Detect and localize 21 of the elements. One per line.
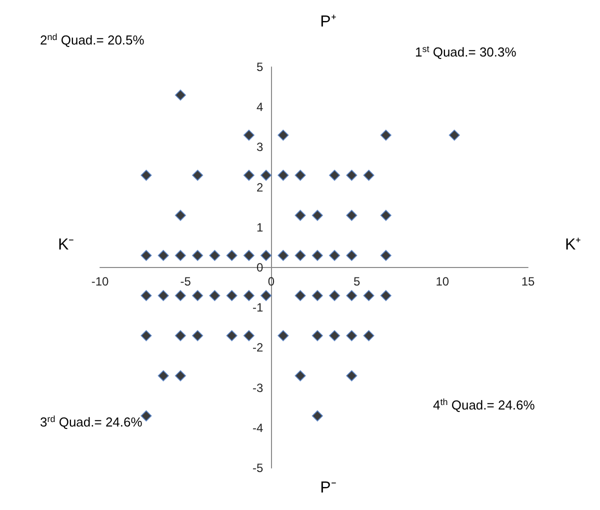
- y-tick-label: -1: [252, 300, 264, 315]
- text: P⁺: [320, 14, 336, 30]
- y-tick-label: 4: [256, 100, 264, 114]
- x-tick-label: 5: [353, 274, 360, 288]
- x-tick-label: 15: [521, 274, 535, 288]
- y-tick-label: -5: [252, 461, 264, 475]
- x-tick-label: 0: [268, 274, 275, 288]
- text: K⁻: [58, 236, 74, 254]
- y-tick-label: 3: [256, 140, 264, 154]
- text: K⁺: [565, 236, 581, 254]
- x-tick-label: -5: [180, 274, 192, 288]
- y-tick-label: -2: [252, 340, 264, 355]
- y-tick-label: 0: [256, 260, 264, 274]
- x-tick-label: -10: [91, 274, 109, 288]
- x-tick-label: 10: [436, 274, 450, 288]
- y-tick-label: 1: [256, 220, 264, 234]
- y-tick-label: -3: [252, 380, 264, 395]
- text: P⁻: [320, 480, 336, 496]
- y-tick-label: 5: [256, 60, 264, 74]
- y-tick-label: 2: [256, 180, 264, 194]
- y-tick-label: -4: [252, 420, 264, 435]
